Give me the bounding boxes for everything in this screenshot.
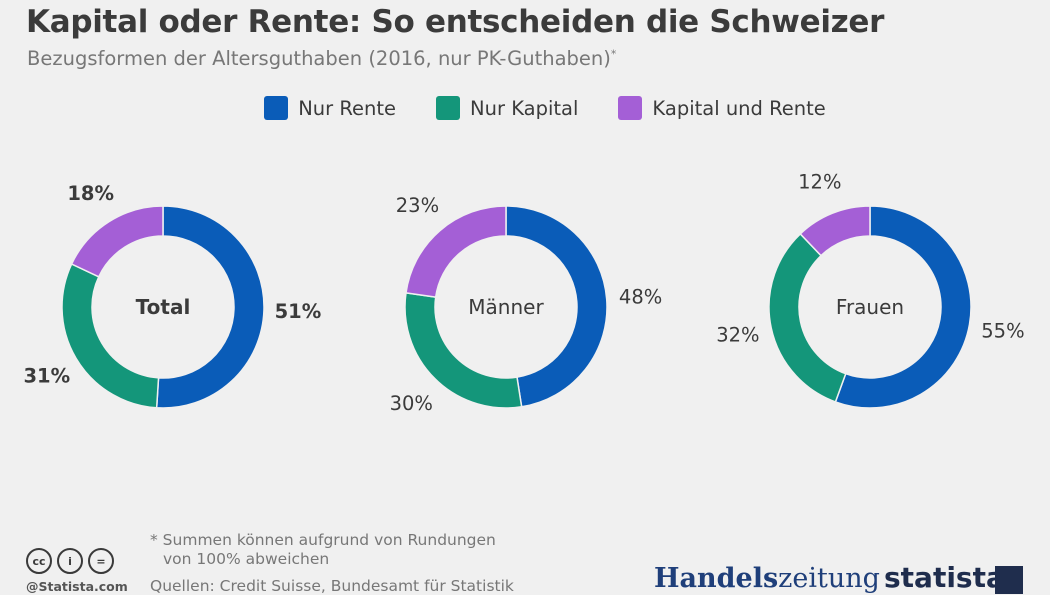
subtitle-footnote-mark: * [610, 47, 617, 61]
slice-frauen-nur-kapital[interactable] [768, 232, 847, 403]
footnote-line-1: * Summen können aufgrund von Rundungen [150, 531, 496, 549]
copyright: @Statista.com [26, 579, 128, 594]
data-label-frauen-nur-kapital: 32% [716, 324, 759, 347]
data-label-m-nner-kapital-und-rente: 23% [396, 194, 439, 217]
slice-frauen-kapital-und-rente[interactable] [799, 205, 871, 257]
data-label-m-nner-nur-kapital: 30% [390, 392, 433, 415]
data-label-frauen-nur-rente: 55% [981, 319, 1024, 342]
statista-logo-icon [995, 566, 1023, 594]
donut-title-frauen: Frauen [836, 295, 904, 319]
cc-icon: cc [26, 548, 52, 574]
legend-item-nur-kapital: Nur Kapital [436, 96, 578, 120]
donut-title-total: Total [136, 295, 191, 319]
statista-logo[interactable]: statista [884, 561, 1005, 594]
slice-total-kapital-und-rente[interactable] [70, 205, 164, 278]
slice-m-nner-nur-rente[interactable] [505, 205, 608, 408]
slice-total-nur-rente[interactable] [155, 205, 265, 409]
handelszeitung-logo-thin: zeitung [778, 563, 880, 594]
legend-swatch-kapital-und-rente [618, 96, 643, 120]
legend-swatch-nur-kapital [436, 96, 461, 120]
handelszeitung-logo[interactable]: Handelszeitung [654, 563, 880, 594]
by-icon: i [57, 548, 83, 574]
data-label-frauen-kapital-und-rente: 12% [798, 171, 841, 194]
donut-title-m-nner: Männer [468, 295, 544, 319]
slice-total-nur-kapital[interactable] [61, 262, 160, 409]
legend-item-kapital-und-rente: Kapital und Rente [618, 96, 826, 120]
data-label-total-nur-kapital: 31% [23, 365, 70, 388]
legend: Nur Rente Nur Kapital Kapital und Rente [0, 96, 1050, 120]
chart-subtitle: Bezugsformen der Altersguthaben (2016, n… [27, 47, 616, 70]
subtitle-text: Bezugsformen der Altersguthaben (2016, n… [27, 47, 611, 70]
data-label-total-kapital-und-rente: 18% [67, 182, 114, 205]
handelszeitung-logo-bold: Handels [654, 563, 779, 594]
chart-title: Kapital oder Rente: So entscheiden die S… [26, 4, 885, 40]
footnote: * Summen können aufgrund von Rundungen v… [150, 531, 550, 569]
legend-label-kapital-und-rente: Kapital und Rente [652, 96, 826, 120]
footnote-line-2: von 100% abweichen [163, 550, 330, 568]
slice-m-nner-kapital-und-rente[interactable] [405, 205, 507, 298]
data-label-total-nur-rente: 51% [275, 300, 322, 323]
data-label-m-nner-nur-rente: 48% [619, 286, 662, 309]
legend-label-nur-rente: Nur Rente [298, 96, 397, 120]
legend-swatch-nur-rente [264, 96, 289, 120]
nd-icon: = [88, 548, 114, 574]
sources: Quellen: Credit Suisse, Bundesamt für St… [150, 577, 514, 595]
legend-label-nur-kapital: Nur Kapital [470, 96, 579, 120]
license-icons[interactable]: cc i = [26, 548, 114, 574]
slice-frauen-nur-rente[interactable] [834, 205, 972, 409]
legend-item-nur-rente: Nur Rente [264, 96, 396, 120]
